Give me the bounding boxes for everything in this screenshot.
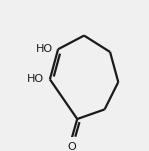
Text: HO: HO xyxy=(35,44,53,54)
Text: O: O xyxy=(67,142,76,151)
Text: HO: HO xyxy=(27,74,44,84)
